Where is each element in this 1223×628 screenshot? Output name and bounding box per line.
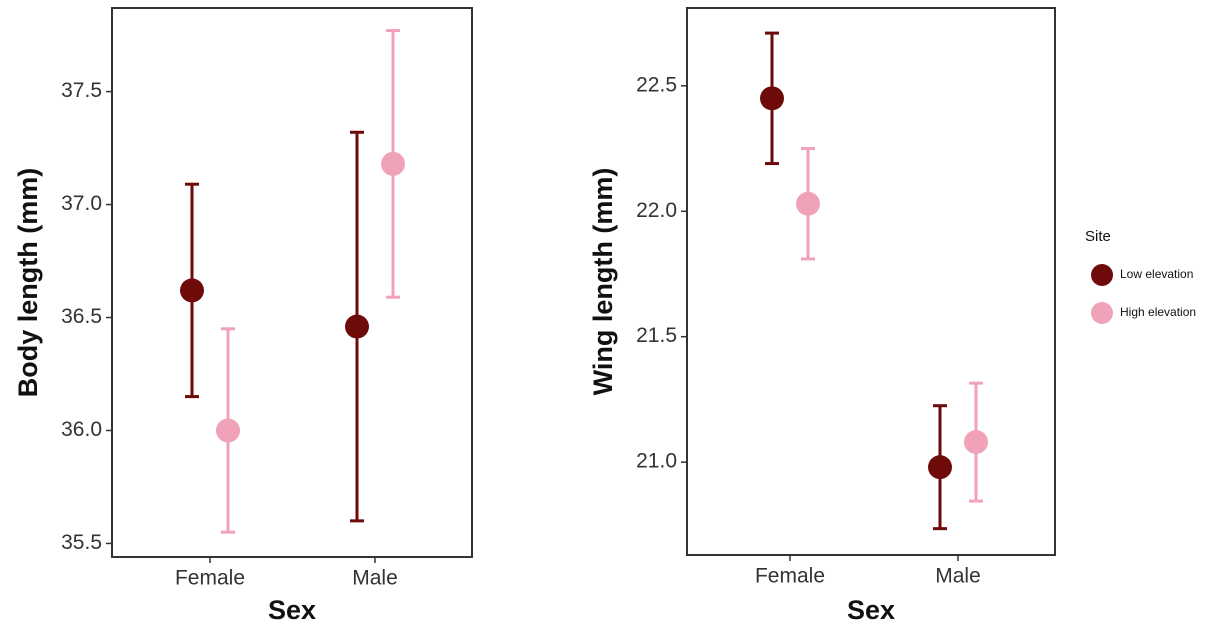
point [796,191,820,216]
plot-frame [111,7,473,558]
point [216,418,240,443]
y-tick-label: 35.5 [61,531,102,554]
x-axis-label: Sex [847,595,895,625]
y-tick-label: 37.5 [61,79,102,102]
point [964,430,988,455]
point [180,278,204,303]
y-axis-label: Wing length (mm) [588,168,618,396]
legend-label: Low elevation [1120,267,1193,281]
point [928,455,952,480]
legend-swatch [1091,302,1113,324]
x-axis-label: Sex [268,595,316,625]
y-tick-label: 22.0 [636,199,677,222]
x-tick-label: Female [175,567,245,590]
plot-frame [686,7,1056,556]
point [760,86,784,111]
legend-swatch [1091,264,1113,286]
x-tick-label: Male [352,567,398,590]
legend-title: Site [1085,228,1111,245]
y-tick-label: 22.5 [636,73,677,96]
x-tick-label: Male [935,565,981,588]
y-tick-label: 37.0 [61,192,102,215]
y-tick-label: 36.5 [61,305,102,328]
y-tick-label: 36.0 [61,418,102,441]
y-tick-label: 21.0 [636,450,677,473]
legend-label: High elevation [1120,305,1196,319]
point [381,151,405,176]
x-tick-label: Female [755,565,825,588]
y-tick-label: 21.5 [636,324,677,347]
point [345,314,369,339]
y-axis-label: Body length (mm) [13,168,43,398]
